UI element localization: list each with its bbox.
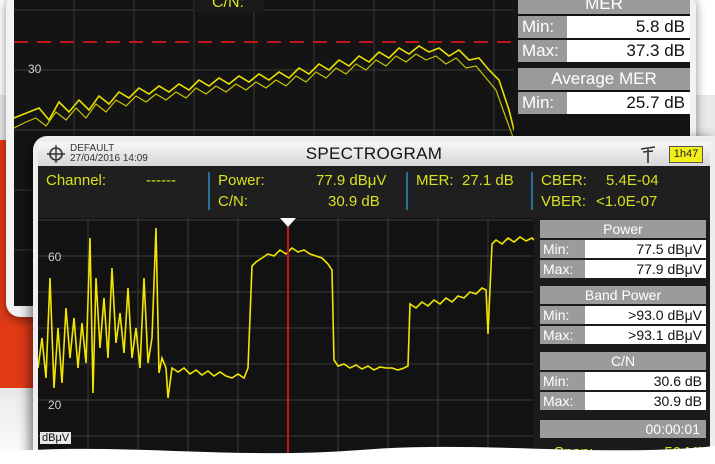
marker-triangle bbox=[280, 218, 296, 227]
battery-icon: 1h47 bbox=[669, 146, 703, 163]
cn-max-value: 30.9 dB bbox=[585, 392, 706, 410]
cn-stats-title: C/N bbox=[540, 352, 706, 370]
average-mer-title: Average MER bbox=[518, 68, 690, 90]
mer-max-row: Max: 37.3 dB bbox=[518, 40, 690, 62]
power-label: Power: bbox=[218, 172, 265, 189]
date-time: 27/04/2016 14:09 bbox=[70, 153, 148, 164]
separator bbox=[208, 172, 210, 210]
cber-label: CBER: bbox=[541, 172, 587, 189]
band-power-min-row: Min: >93.0 dBμV bbox=[540, 306, 706, 324]
battery-time: 1h47 bbox=[673, 148, 699, 160]
channel-label: Channel: bbox=[46, 172, 107, 189]
band-power-title: Band Power bbox=[540, 286, 706, 304]
mer-title: MER bbox=[518, 0, 690, 14]
spectrogram-screen: DEFAULT 27/04/2016 14:09 SPECTROGRAM 1h4… bbox=[38, 142, 710, 464]
profile-name: DEFAULT bbox=[70, 143, 115, 154]
spectrum-plot[interactable] bbox=[38, 218, 534, 464]
spectrum-trace bbox=[38, 227, 534, 399]
mer-min-label: Min: bbox=[518, 16, 567, 38]
crosshair-icon[interactable] bbox=[46, 145, 66, 163]
power-max-row: Max: 77.9 dBμV bbox=[540, 260, 706, 278]
back-stats-panel: MER Min: 5.8 dB Max: 37.3 dB Average MER… bbox=[518, 0, 690, 114]
back-y-tick: 30 bbox=[28, 62, 42, 76]
separator bbox=[406, 172, 408, 210]
power-title: Power bbox=[540, 220, 706, 238]
mer-value: 27.1 dB bbox=[462, 172, 514, 189]
cn-max-label: Max: bbox=[540, 392, 585, 410]
cn-label: C/N: bbox=[218, 193, 248, 210]
power-max-label: Max: bbox=[540, 260, 585, 278]
average-mer-min-value: 25.7 dB bbox=[567, 92, 690, 114]
power-min-value: 77.5 dBμV bbox=[585, 240, 706, 258]
wavy-bottom-edge bbox=[0, 446, 715, 464]
y-tick-20: 20 bbox=[48, 398, 62, 412]
power-min-row: Min: 77.5 dBμV bbox=[540, 240, 706, 258]
power-value: 77.9 dBμV bbox=[316, 172, 387, 189]
average-mer-min-row: Min: 25.7 dB bbox=[518, 92, 690, 114]
channel-value: ------ bbox=[146, 172, 176, 189]
cn-max-row: Max: 30.9 dB bbox=[540, 392, 706, 410]
vber-label: VBER: bbox=[541, 193, 587, 210]
separator bbox=[531, 172, 533, 210]
band-power-max-row: Max: >93.1 dBμV bbox=[540, 326, 706, 344]
cn-min-row: Min: 30.6 dB bbox=[540, 372, 706, 390]
cber-value: 5.4E-04 bbox=[606, 172, 659, 189]
power-max-value: 77.9 dBμV bbox=[585, 260, 706, 278]
mer-min-row: Min: 5.8 dB bbox=[518, 16, 690, 38]
mer-max-label: Max: bbox=[518, 40, 567, 62]
cn-value: 30.9 dB bbox=[328, 193, 380, 210]
status-bar: DEFAULT 27/04/2016 14:09 SPECTROGRAM 1h4… bbox=[38, 142, 710, 166]
front-device-frame: DEFAULT 27/04/2016 14:09 SPECTROGRAM 1h4… bbox=[33, 136, 715, 464]
antenna-icon bbox=[640, 146, 656, 163]
back-trace-a bbox=[14, 45, 514, 131]
y-unit-label: dBμV bbox=[40, 432, 72, 444]
mer-max-value: 37.3 dB bbox=[567, 40, 690, 62]
band-power-max-value: >93.1 dBμV bbox=[585, 326, 706, 344]
cn-min-label: Min: bbox=[540, 372, 585, 390]
mer-label: MER: bbox=[416, 172, 454, 189]
average-mer-min-label: Min: bbox=[518, 92, 567, 114]
band-power-max-label: Max: bbox=[540, 326, 585, 344]
band-power-min-value: >93.0 dBμV bbox=[585, 306, 706, 324]
measurement-bar: Channel: ------ Power: 77.9 dBμV C/N: 30… bbox=[38, 166, 710, 218]
back-trace-b bbox=[14, 53, 514, 141]
power-min-label: Min: bbox=[540, 240, 585, 258]
screen-title: SPECTROGRAM bbox=[305, 144, 443, 163]
vber-value: <1.0E-07 bbox=[596, 193, 658, 210]
mer-min-value: 5.8 dB bbox=[567, 16, 690, 38]
cn-min-value: 30.6 dB bbox=[585, 372, 706, 390]
back-top-label: C/N: bbox=[212, 0, 244, 11]
elapsed-timer: 00:00:01 bbox=[540, 420, 706, 438]
stats-panel: Power Min: 77.5 dBμV Max: 77.9 dBμV Band… bbox=[540, 220, 706, 438]
y-tick-60: 60 bbox=[48, 250, 62, 264]
band-power-min-label: Min: bbox=[540, 306, 585, 324]
